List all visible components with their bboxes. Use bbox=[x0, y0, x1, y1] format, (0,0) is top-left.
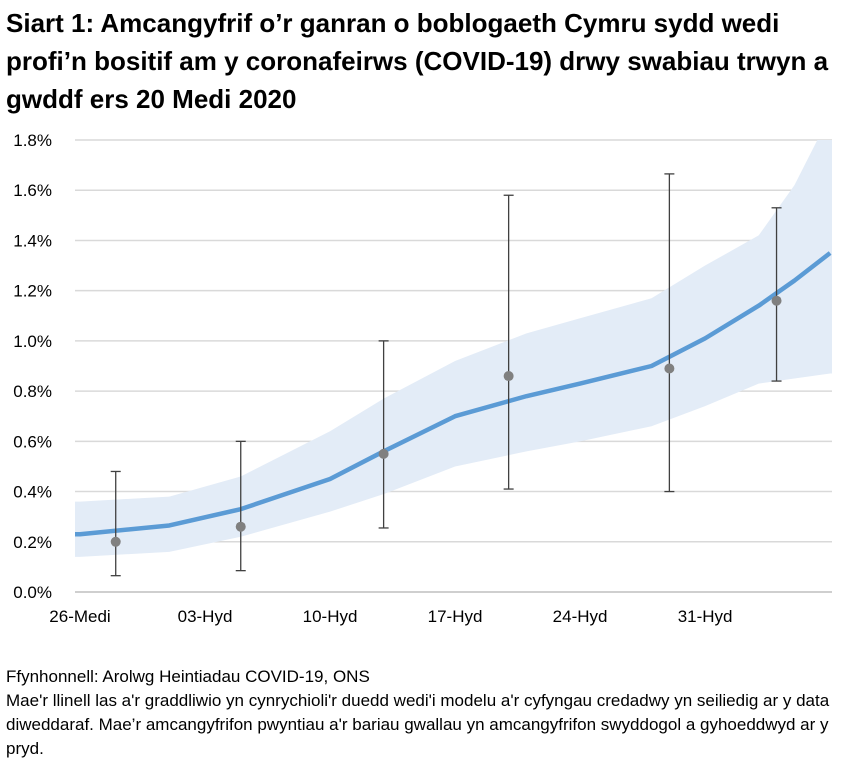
y-tick-label: 1.2% bbox=[13, 282, 52, 301]
source-note: Ffynhonnell: Arolwg Heintiadau COVID-19,… bbox=[6, 667, 370, 686]
y-tick-label: 0.2% bbox=[13, 533, 52, 552]
y-tick-label: 0.0% bbox=[13, 583, 52, 602]
data-point bbox=[664, 363, 675, 374]
y-tick-label: 1.0% bbox=[13, 332, 52, 351]
y-tick-label: 0.4% bbox=[13, 483, 52, 502]
x-tick-label: 24-Hyd bbox=[553, 607, 608, 626]
chart-title: Siart 1: Amcangyfrif o’r ganran o boblog… bbox=[6, 8, 829, 114]
chart-notes: Ffynhonnell: Arolwg Heintiadau COVID-19,… bbox=[6, 665, 846, 761]
data-point bbox=[235, 521, 246, 532]
description-note: Mae'r llinell las a'r graddliwio yn cynr… bbox=[6, 691, 830, 758]
y-tick-label: 1.4% bbox=[13, 231, 52, 250]
data-point bbox=[503, 371, 514, 382]
x-tick-label: 31-Hyd bbox=[678, 607, 733, 626]
y-tick-label: 1.8% bbox=[13, 131, 52, 150]
x-tick-label: 10-Hyd bbox=[303, 607, 358, 626]
credible-interval-band bbox=[75, 140, 832, 557]
x-tick-label: 26-Medi bbox=[49, 607, 110, 626]
data-point bbox=[110, 536, 121, 547]
x-tick-label: 03-Hyd bbox=[178, 607, 233, 626]
data-point bbox=[378, 448, 389, 459]
y-tick-label: 1.6% bbox=[13, 181, 52, 200]
data-point bbox=[771, 295, 782, 306]
x-tick-label: 17-Hyd bbox=[428, 607, 483, 626]
y-tick-label: 0.6% bbox=[13, 432, 52, 451]
trend-line bbox=[75, 251, 832, 537]
y-tick-label: 0.8% bbox=[13, 382, 52, 401]
